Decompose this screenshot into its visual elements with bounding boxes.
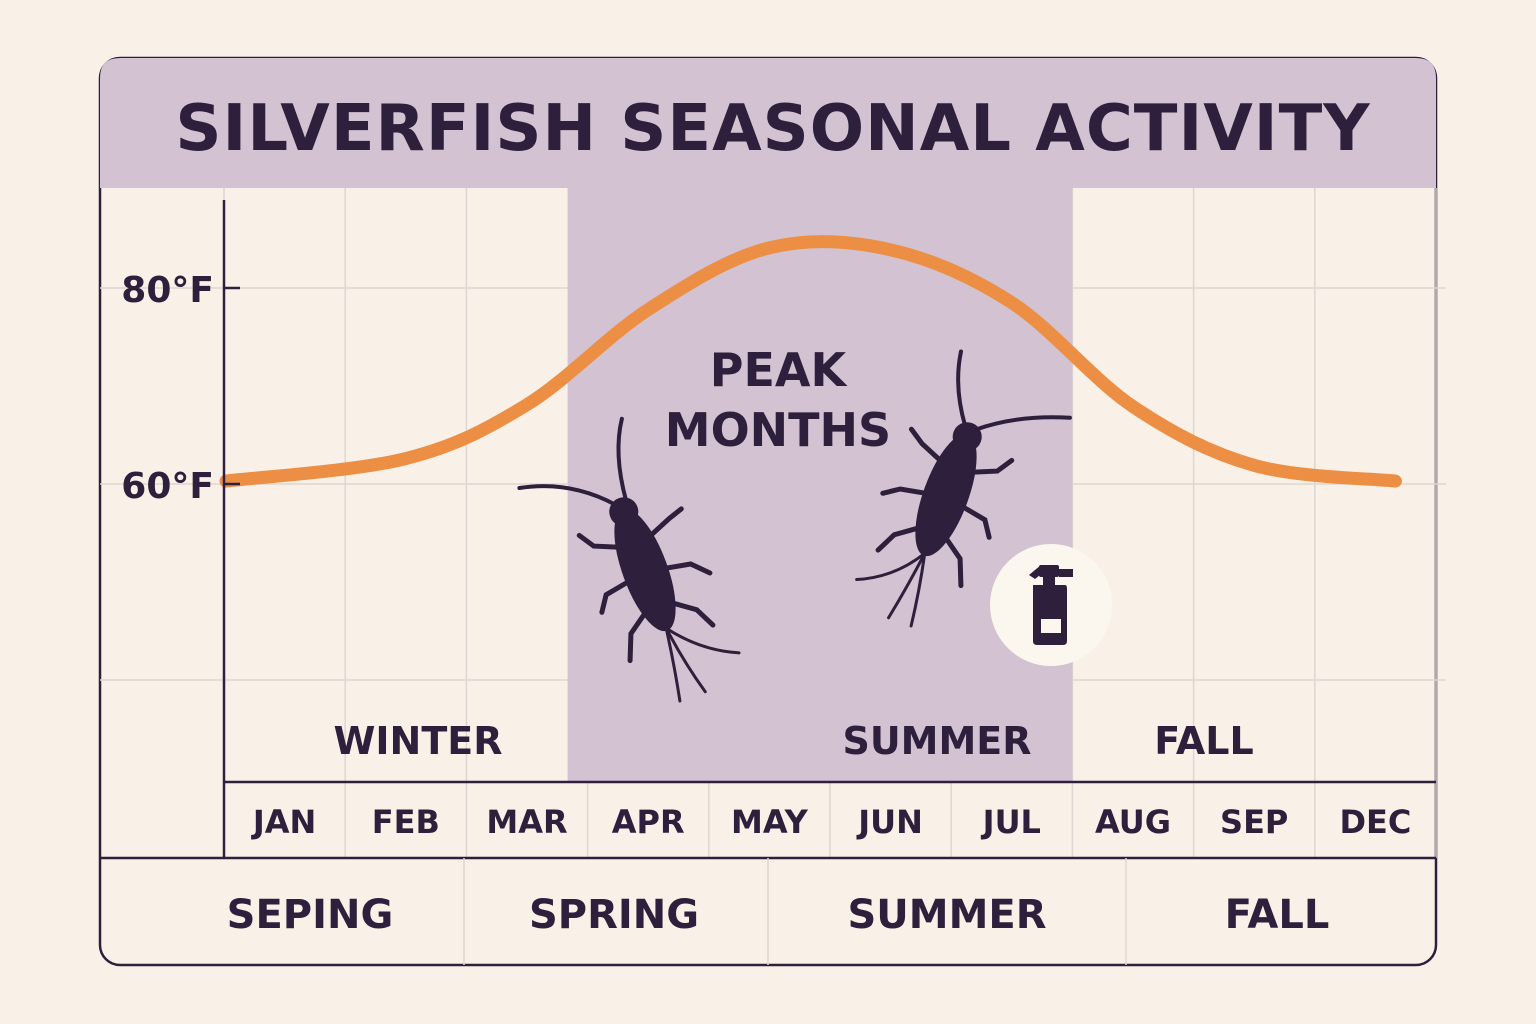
bottom-season-label: SPRING — [529, 892, 699, 938]
season-label: FALL — [1154, 719, 1253, 763]
bottom-season-row: SEPING SPRING SUMMER FALL — [227, 858, 1330, 965]
bottom-season-label: SEPING — [227, 892, 394, 938]
y-ticks: 80°F 60°F — [121, 270, 240, 507]
bottom-season-label: FALL — [1225, 892, 1330, 938]
peak-label-line-1: PEAK — [710, 343, 849, 397]
month-label: JUN — [856, 803, 923, 841]
season-label: WINTER — [334, 719, 503, 763]
y-tick-label: 60°F — [121, 466, 214, 507]
month-labels: JAN FEB MAR APR MAY JUN JUL AUG SEP DEC — [251, 803, 1411, 841]
month-label: JUL — [981, 803, 1041, 841]
bottom-season-label: SUMMER — [847, 892, 1046, 938]
peak-band-rect — [567, 188, 1073, 782]
silverfish-icon — [517, 416, 741, 703]
title-band — [100, 58, 1436, 188]
spray-bottle-icon — [990, 544, 1112, 666]
month-label: SEP — [1220, 803, 1288, 841]
month-label: DEC — [1339, 803, 1411, 841]
y-tick-label: 80°F — [121, 270, 214, 311]
temperature-line — [219, 235, 1402, 488]
silverfish-icon — [855, 349, 1072, 628]
month-label: MAR — [486, 803, 567, 841]
month-label: AUG — [1095, 803, 1171, 841]
peak-band — [567, 188, 1073, 782]
month-label: APR — [612, 803, 685, 841]
peak-label-line-2: MONTHS — [665, 403, 891, 457]
season-label: SUMMER — [842, 719, 1031, 763]
month-label: MAY — [731, 803, 809, 841]
month-label: FEB — [372, 803, 440, 841]
chart-title: SILVERFISH SEASONAL ACTIVITY — [175, 92, 1370, 166]
season-labels: WINTER SUMMER FALL — [334, 719, 1254, 763]
month-label: JAN — [251, 803, 316, 841]
series-layer — [219, 235, 1402, 488]
